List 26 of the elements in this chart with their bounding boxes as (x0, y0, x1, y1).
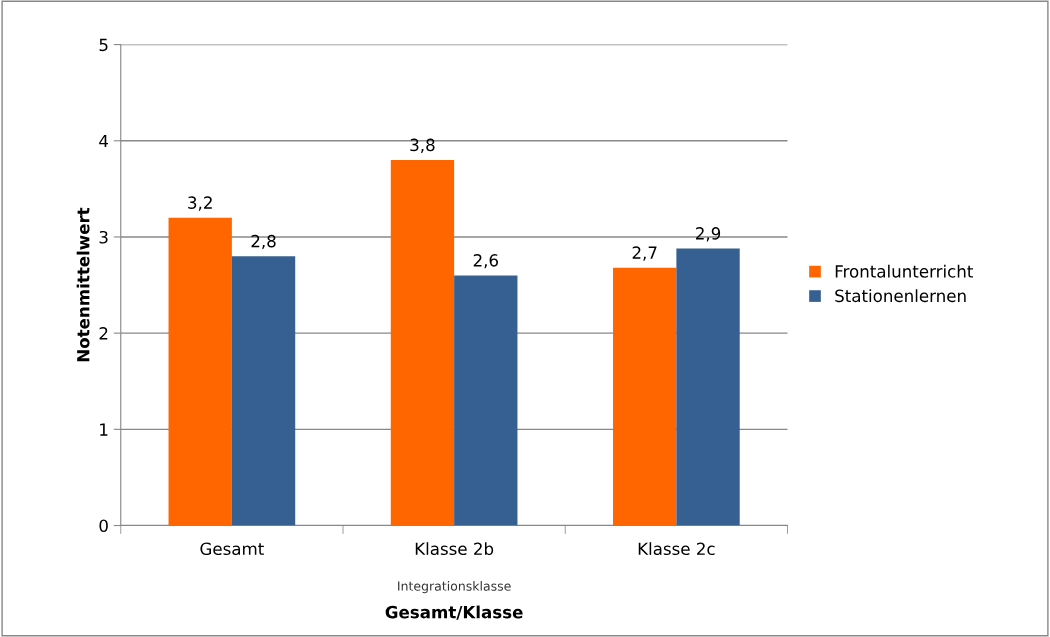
bar (676, 248, 740, 526)
x-tick-label: Klasse 2c (638, 542, 715, 556)
y-axis-title: Notenmittelwert (76, 207, 90, 362)
x-tick-label: Klasse 2b (415, 542, 494, 556)
y-tick-label: 5 (99, 38, 108, 52)
legend-label: Frontalunterricht (835, 264, 973, 278)
text: Integrationsklasse (398, 581, 511, 594)
legend-label: Stationenlernen (835, 289, 966, 303)
bar (454, 275, 518, 526)
data-label: 2,9 (696, 227, 721, 242)
y-tick-label: 4 (99, 134, 109, 148)
y-tick-label: 1 (100, 423, 108, 436)
bar (231, 256, 296, 526)
y-tick-label: 0 (99, 519, 108, 533)
x-tick-label: Gesamt (200, 542, 264, 556)
x-axis-title: Gesamt/Klasse (385, 605, 523, 620)
bar (390, 160, 455, 526)
data-label: 3,2 (188, 196, 212, 211)
bar (168, 217, 232, 526)
y-tick-label: 2 (99, 327, 108, 340)
data-label: 3,8 (410, 138, 435, 153)
bar (613, 267, 677, 526)
data-label: 2,6 (473, 254, 498, 269)
data-label: 2,8 (251, 234, 276, 250)
y-tick-label: 3 (99, 230, 108, 244)
data-label: 2,7 (632, 246, 657, 261)
